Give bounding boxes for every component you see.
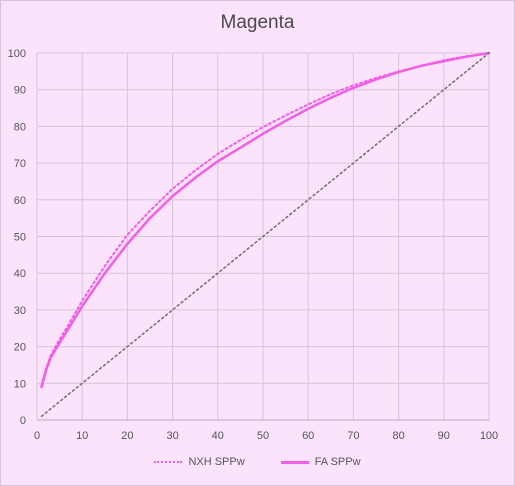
x-tick-label: 20 (121, 430, 133, 442)
x-tick-label: 40 (212, 430, 224, 442)
legend-swatch-solid (280, 460, 309, 464)
legend-label-fa: FA SPPw (314, 456, 361, 468)
y-tick-label: 50 (14, 232, 26, 244)
legend-swatch-dotted (154, 461, 183, 463)
x-tick-label: 90 (438, 430, 450, 442)
x-tick-label: 100 (480, 430, 498, 442)
y-tick-label: 80 (14, 121, 26, 133)
reference-diagonal-line (40, 52, 490, 418)
chart-title: Magenta (220, 12, 295, 33)
series-line-nxh (40, 52, 490, 387)
y-tick-label: 40 (14, 268, 26, 280)
legend-item-nxh: NXH SPPw (154, 456, 245, 468)
x-tick-label: 70 (347, 430, 359, 442)
y-tick-label: 100 (8, 48, 26, 60)
legend-item-fa: FA SPPw (280, 456, 361, 468)
y-tick-label: 20 (14, 342, 26, 354)
x-tick-label: 50 (257, 430, 269, 442)
y-tick-label: 10 (14, 378, 26, 390)
x-tick-label: 0 (34, 430, 40, 442)
x-tick-label: 30 (166, 430, 178, 442)
y-tick-label: 60 (14, 195, 26, 207)
y-tick-label: 30 (14, 305, 26, 317)
legend: NXH SPPw FA SPPw (0, 456, 515, 468)
x-tick-label: 80 (392, 430, 404, 442)
y-tick-label: 70 (14, 158, 26, 170)
y-tick-label: 90 (14, 85, 26, 97)
legend-label-nxh: NXH SPPw (188, 456, 245, 468)
x-tick-label: 60 (302, 430, 314, 442)
series-line-fa (40, 51, 491, 389)
x-tick-label: 10 (76, 430, 88, 442)
y-tick-label: 0 (20, 415, 26, 427)
